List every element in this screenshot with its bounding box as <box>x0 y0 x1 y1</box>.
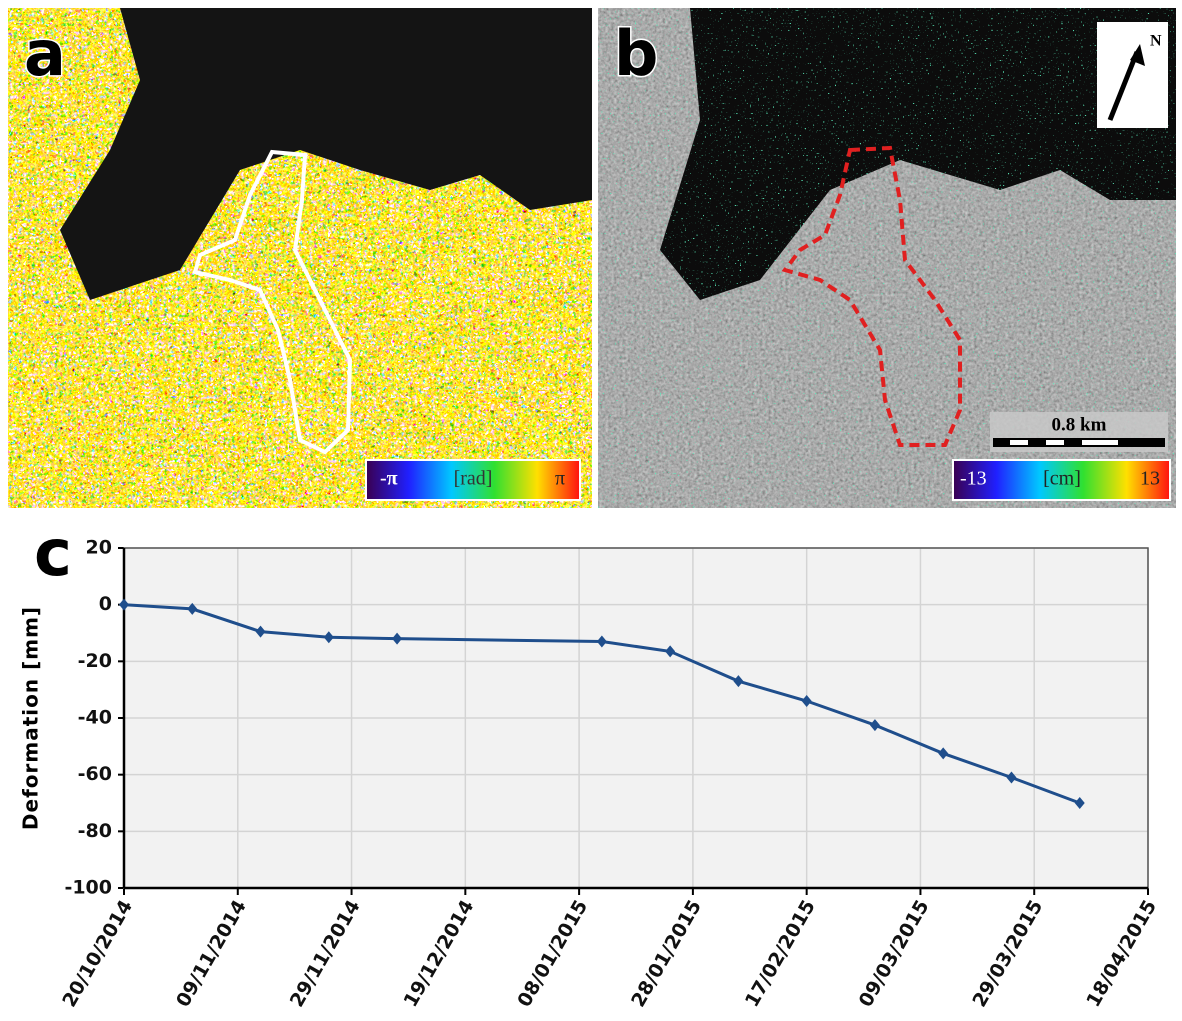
data-point <box>392 632 403 645</box>
chart-c: c Deformation [mm] 20 0 -20 -40 -60 -80 -10020… <box>19 517 1162 1011</box>
x-tick-label: 29/03/2015 <box>968 896 1047 1011</box>
north-arrow <box>1107 51 1140 121</box>
data-point <box>1006 771 1017 784</box>
colorbar-max: π <box>555 468 565 490</box>
data-point <box>255 625 266 638</box>
colorbar-max: 13 <box>1140 468 1160 490</box>
x-tick-label: 29/11/2014 <box>286 896 365 1011</box>
data-point <box>938 747 949 760</box>
panel-b: b N 0.8 km -13 [cm] 13 <box>598 8 1176 508</box>
landslide-outline <box>192 149 353 455</box>
data-point <box>665 645 676 658</box>
scale-bar <box>993 438 1165 447</box>
landslide-outline <box>781 145 962 447</box>
data-point <box>119 598 129 611</box>
panel-a: a -π [rad] π <box>8 8 592 508</box>
panel-label: b <box>614 17 658 90</box>
colorbar-min: -π <box>380 468 398 490</box>
panel-label: a <box>24 17 66 90</box>
scale-label: 0.8 km <box>1052 414 1107 435</box>
x-tick-label: 18/04/2015 <box>1082 896 1161 1011</box>
y-tick-label: -60 <box>78 763 112 785</box>
x-tick-label: 09/11/2014 <box>172 896 251 1011</box>
colorbar-unit: [rad] <box>454 468 493 490</box>
y-tick-label: -40 <box>78 707 112 729</box>
data-point <box>323 631 334 644</box>
y-tick-label: -80 <box>78 820 112 842</box>
x-tick-label: 08/01/2015 <box>513 896 592 1011</box>
x-tick-label: 20/10/2014 <box>58 896 137 1011</box>
colorbar-unit: [cm] <box>1043 468 1081 490</box>
y-tick-label: 20 <box>86 537 112 559</box>
panel-label: c <box>34 517 72 591</box>
x-tick-label: 19/12/2014 <box>400 896 479 1011</box>
x-tick-label: 09/03/2015 <box>855 896 934 1011</box>
x-tick-label: 17/02/2015 <box>741 896 820 1011</box>
x-tick-label: 28/01/2015 <box>627 896 706 1011</box>
data-point <box>596 635 607 648</box>
y-tick-label: -20 <box>78 650 112 672</box>
data-point <box>801 695 812 707</box>
colorbar <box>952 459 1171 501</box>
data-point <box>869 719 880 732</box>
data-point <box>187 602 198 615</box>
y-tick-label: 0 <box>99 593 112 615</box>
y-tick-label: -100 <box>64 877 112 899</box>
y-axis-title: Deformation [mm] <box>19 606 43 830</box>
north-box <box>1097 22 1168 128</box>
data-point <box>733 675 744 688</box>
colorbar <box>365 459 581 501</box>
north-label: N <box>1150 33 1162 50</box>
north-arrowhead <box>1130 44 1145 66</box>
data-point <box>1074 797 1085 809</box>
colorbar-min: -13 <box>960 468 987 490</box>
